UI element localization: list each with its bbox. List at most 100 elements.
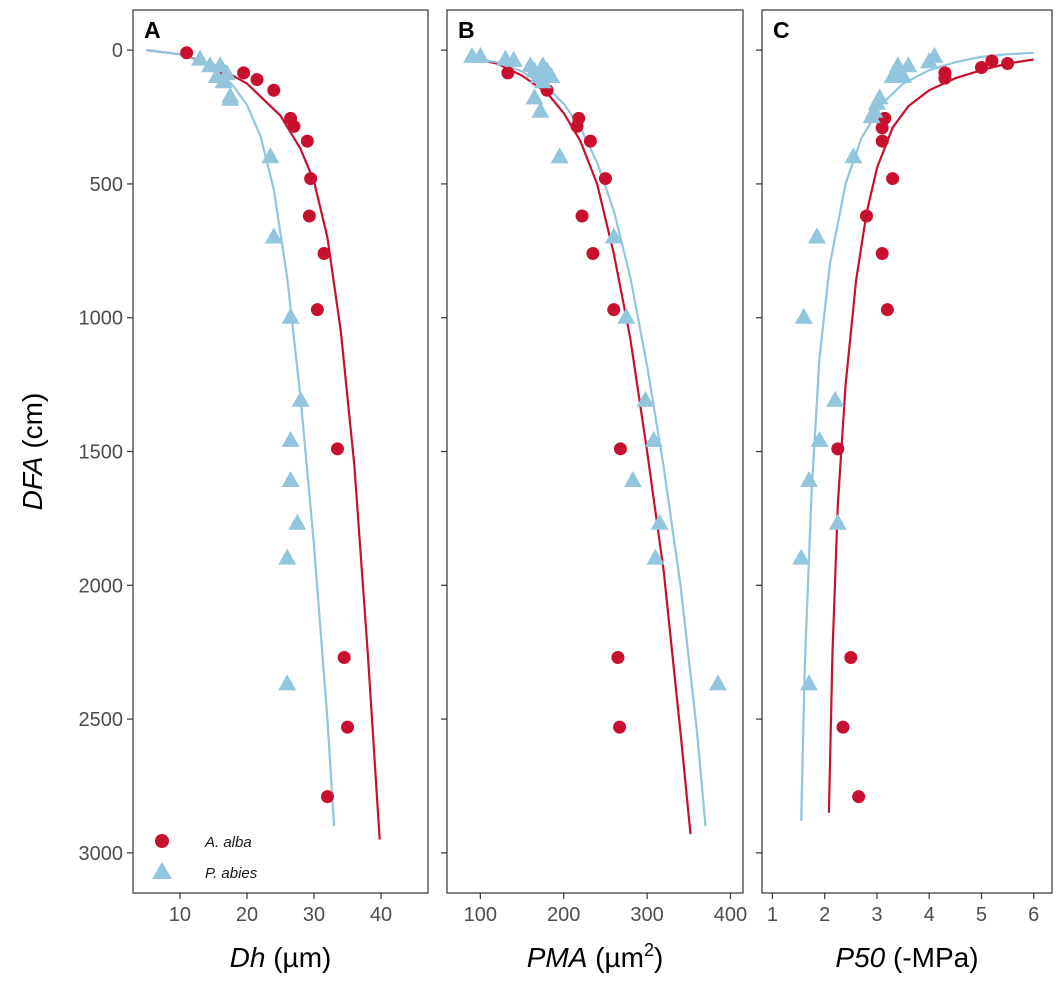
data-point-p-abies bbox=[844, 147, 863, 164]
data-point-p-abies bbox=[644, 430, 663, 447]
data-point-p-abies bbox=[894, 67, 913, 83]
y-axis-title-unit: (cm) bbox=[17, 393, 48, 457]
data-point-a-alba bbox=[302, 209, 316, 223]
data-point-a-alba bbox=[310, 303, 324, 317]
data-point-p-abies bbox=[221, 89, 240, 106]
data-point-p-abies bbox=[646, 548, 665, 565]
x-tick-label: 30 bbox=[303, 904, 325, 926]
data-point-p-abies bbox=[261, 147, 280, 164]
x-axis-title-unit: (µm) bbox=[265, 942, 331, 973]
y-tick-label: 500 bbox=[90, 174, 123, 196]
x-tick-label: 1 bbox=[767, 904, 778, 926]
data-point-p-abies bbox=[807, 227, 826, 244]
panel-c: C 1 2 3 4 5 6 P50 (-MPa) bbox=[756, 9, 1053, 973]
panel-tag: C bbox=[773, 17, 790, 43]
y-tick-label: 3000 bbox=[79, 843, 124, 865]
legend-marker-triangle bbox=[152, 862, 172, 879]
data-point-a-alba bbox=[598, 172, 612, 186]
fit-line bbox=[800, 51, 1034, 821]
data-point-a-alba bbox=[613, 720, 627, 734]
data-point-a-alba bbox=[831, 442, 845, 456]
data-point-a-alba bbox=[613, 442, 627, 456]
data-point-a-alba bbox=[583, 134, 597, 148]
data-point-p-abies bbox=[617, 307, 636, 324]
data-point-a-alba bbox=[250, 73, 264, 87]
data-point-a-alba bbox=[880, 303, 894, 317]
data-point-a-alba bbox=[607, 303, 621, 317]
data-point-p-abies bbox=[550, 147, 569, 164]
data-point-a-alba bbox=[570, 119, 584, 133]
x-axis-title-superscript: 2 bbox=[644, 940, 654, 960]
x-tick-label: 400 bbox=[714, 904, 747, 926]
x-tick-label: 5 bbox=[976, 904, 987, 926]
data-point-a-alba bbox=[875, 246, 889, 260]
data-point-a-alba bbox=[341, 720, 355, 734]
y-tick-label: 2000 bbox=[79, 575, 124, 597]
data-point-p-abies bbox=[191, 49, 209, 66]
data-point-p-abies bbox=[709, 674, 727, 691]
data-point-a-alba bbox=[575, 209, 589, 223]
x-tick-label: 2 bbox=[819, 904, 830, 926]
data-point-p-abies bbox=[826, 390, 845, 407]
data-point-p-abies bbox=[800, 471, 818, 487]
legend-label: P. abies bbox=[205, 865, 258, 882]
data-point-a-alba bbox=[287, 119, 301, 133]
data-point-p-abies bbox=[862, 107, 881, 124]
data-point-p-abies bbox=[810, 430, 829, 447]
data-point-p-abies bbox=[604, 227, 623, 244]
panel-tag: B bbox=[458, 17, 475, 43]
y-tick-label: 1000 bbox=[79, 308, 124, 330]
panel-frame bbox=[761, 9, 1053, 894]
data-point-p-abies bbox=[504, 50, 523, 67]
y-axis-title: DFA (cm) bbox=[17, 393, 48, 511]
data-point-p-abies bbox=[281, 430, 300, 447]
data-point-p-abies bbox=[531, 101, 550, 118]
data-point-a-alba bbox=[844, 651, 858, 665]
data-point-p-abies bbox=[278, 548, 297, 565]
x-axis-title: Dh (µm) bbox=[230, 942, 332, 973]
data-point-p-abies bbox=[828, 513, 847, 530]
data-point-p-abies bbox=[792, 548, 811, 565]
data-point-p-abies bbox=[794, 307, 813, 324]
data-point-p-abies bbox=[542, 67, 561, 83]
legend-marker-circle bbox=[155, 834, 169, 848]
legend-label: A. alba bbox=[204, 834, 252, 851]
data-point-a-alba bbox=[985, 54, 999, 68]
x-axis-title-close: ) bbox=[654, 942, 663, 973]
data-point-p-abies bbox=[278, 674, 297, 691]
data-point-p-abies bbox=[623, 471, 642, 487]
data-point-a-alba bbox=[1001, 57, 1015, 71]
x-axis-title-unit: (-MPa) bbox=[885, 942, 978, 973]
data-point-a-alba bbox=[611, 651, 625, 665]
data-point-p-abies bbox=[471, 46, 490, 63]
data-point-a-alba bbox=[852, 790, 866, 804]
fit-line bbox=[146, 49, 381, 840]
data-point-a-alba bbox=[330, 442, 344, 456]
x-axis-title-italic: Dh bbox=[230, 942, 266, 973]
data-point-a-alba bbox=[501, 66, 515, 80]
y-axis-title-italic: DFA bbox=[17, 456, 48, 510]
data-point-a-alba bbox=[304, 172, 318, 186]
x-tick-label: 200 bbox=[547, 904, 580, 926]
panel-tag: A bbox=[144, 17, 161, 43]
data-point-a-alba bbox=[875, 121, 889, 135]
x-axis-title: P50 (-MPa) bbox=[835, 942, 978, 973]
data-point-a-alba bbox=[300, 134, 314, 148]
data-point-a-alba bbox=[317, 246, 331, 260]
x-tick-label: 4 bbox=[924, 904, 935, 926]
x-axis-title: PMA (µm2) bbox=[527, 940, 664, 973]
panel-b: B 100 200 300 400 PMA (µm2) bbox=[441, 9, 747, 973]
data-point-p-abies bbox=[920, 52, 939, 69]
data-point-a-alba bbox=[938, 71, 952, 85]
legend: A. alba P. abies bbox=[152, 834, 258, 882]
x-axis-title-italic: P50 bbox=[835, 942, 885, 973]
data-point-a-alba bbox=[180, 46, 194, 60]
x-axis-title-unit: (µm bbox=[587, 942, 644, 973]
data-point-a-alba bbox=[886, 172, 900, 186]
y-tick-label: 2500 bbox=[79, 709, 124, 731]
y-tick-label: 0 bbox=[112, 40, 123, 62]
data-point-p-abies bbox=[533, 72, 552, 89]
data-point-a-alba bbox=[320, 790, 334, 804]
data-point-a-alba bbox=[267, 83, 281, 97]
